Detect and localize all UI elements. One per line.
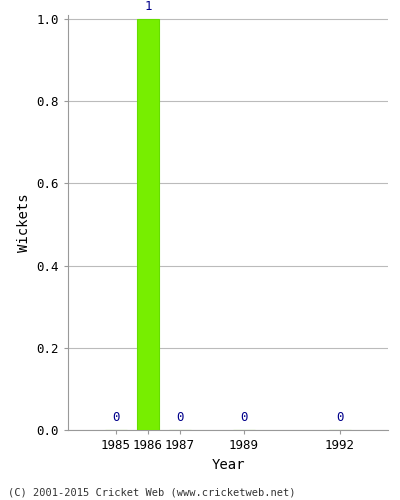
Text: 0: 0: [176, 411, 184, 424]
X-axis label: Year: Year: [211, 458, 245, 471]
Text: 0: 0: [336, 411, 344, 424]
Y-axis label: Wickets: Wickets: [17, 193, 31, 252]
Text: 1: 1: [144, 0, 152, 13]
Text: (C) 2001-2015 Cricket Web (www.cricketweb.net): (C) 2001-2015 Cricket Web (www.cricketwe…: [8, 488, 296, 498]
Text: 0: 0: [240, 411, 248, 424]
Text: 0: 0: [112, 411, 120, 424]
Bar: [137, 19, 159, 430]
